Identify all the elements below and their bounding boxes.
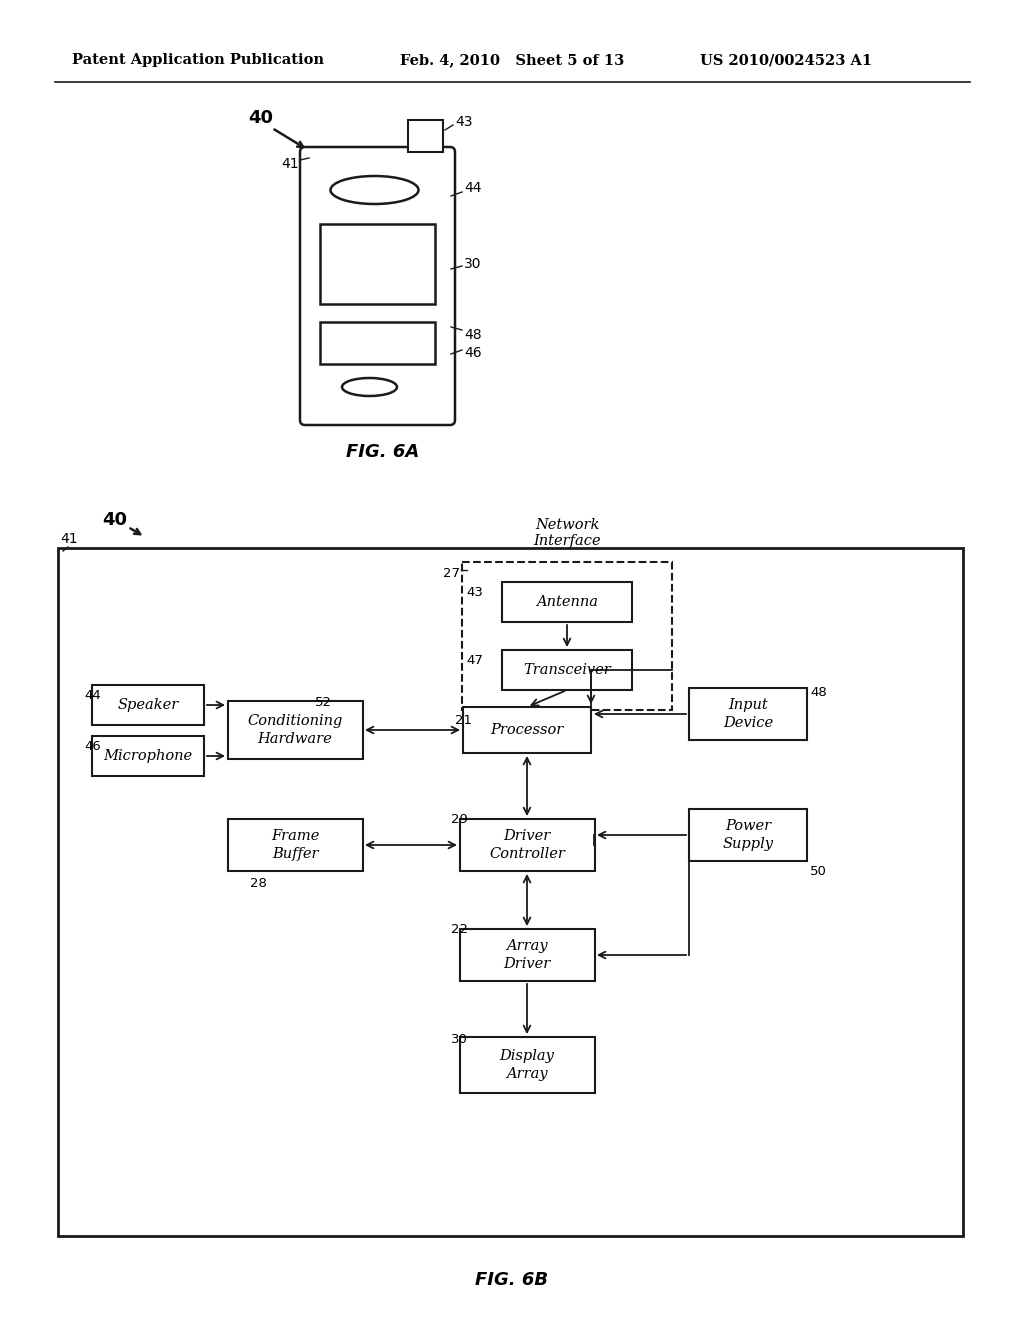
- Text: Microphone: Microphone: [103, 748, 193, 763]
- Text: FIG. 6B: FIG. 6B: [475, 1271, 549, 1290]
- Text: Antenna: Antenna: [536, 595, 598, 609]
- Bar: [58, 548, 963, 1236]
- Text: 44: 44: [464, 181, 481, 195]
- Text: 28: 28: [250, 876, 267, 890]
- Text: 50: 50: [810, 865, 826, 878]
- Text: Patent Application Publication: Patent Application Publication: [72, 53, 324, 67]
- Text: Processor: Processor: [490, 723, 563, 737]
- Bar: [319, 224, 435, 304]
- Bar: [689, 809, 807, 861]
- Ellipse shape: [342, 378, 397, 396]
- Text: Transceiver: Transceiver: [523, 663, 611, 677]
- Bar: [502, 582, 632, 622]
- Text: FIG. 6A: FIG. 6A: [346, 444, 419, 461]
- Ellipse shape: [331, 176, 419, 205]
- Text: 44: 44: [84, 689, 100, 702]
- Text: 43: 43: [466, 586, 483, 599]
- Bar: [92, 737, 204, 776]
- Bar: [319, 322, 435, 364]
- Text: Frame
Buffer: Frame Buffer: [270, 829, 319, 861]
- FancyBboxPatch shape: [300, 147, 455, 425]
- Text: Speaker: Speaker: [118, 698, 178, 711]
- Bar: [92, 685, 204, 725]
- Text: Array
Driver: Array Driver: [504, 940, 551, 970]
- Text: 43: 43: [455, 115, 472, 129]
- Bar: [463, 708, 591, 752]
- Text: 40: 40: [102, 511, 128, 529]
- Bar: [460, 1038, 595, 1093]
- Bar: [227, 701, 362, 759]
- Text: Feb. 4, 2010   Sheet 5 of 13: Feb. 4, 2010 Sheet 5 of 13: [400, 53, 625, 67]
- Text: 27: 27: [443, 568, 460, 579]
- Text: US 2010/0024523 A1: US 2010/0024523 A1: [700, 53, 872, 67]
- Text: 48: 48: [464, 327, 481, 342]
- Text: 47: 47: [466, 653, 483, 667]
- Text: 46: 46: [84, 741, 100, 752]
- Text: 21: 21: [455, 714, 472, 727]
- Text: 48: 48: [810, 686, 826, 700]
- Text: Display
Array: Display Array: [500, 1049, 554, 1081]
- Text: Network
Interface: Network Interface: [534, 517, 601, 548]
- Bar: [408, 120, 443, 152]
- Bar: [502, 649, 632, 690]
- Text: 29: 29: [451, 813, 468, 826]
- Text: 22: 22: [451, 923, 468, 936]
- Text: 40: 40: [249, 110, 273, 127]
- Text: 46: 46: [464, 346, 481, 360]
- Text: 41: 41: [282, 157, 299, 172]
- Bar: [460, 929, 595, 981]
- Text: Input
Device: Input Device: [723, 698, 773, 730]
- Bar: [462, 562, 672, 710]
- Text: 52: 52: [315, 696, 332, 709]
- Text: Conditioning
Hardware: Conditioning Hardware: [248, 714, 343, 746]
- Text: Power
Supply: Power Supply: [723, 820, 773, 850]
- Text: Driver
Controller: Driver Controller: [489, 829, 565, 861]
- Bar: [689, 688, 807, 741]
- Text: 41: 41: [60, 532, 78, 546]
- Text: 30: 30: [464, 257, 481, 271]
- Text: 30: 30: [451, 1034, 468, 1045]
- Bar: [227, 818, 362, 871]
- Bar: [460, 818, 595, 871]
